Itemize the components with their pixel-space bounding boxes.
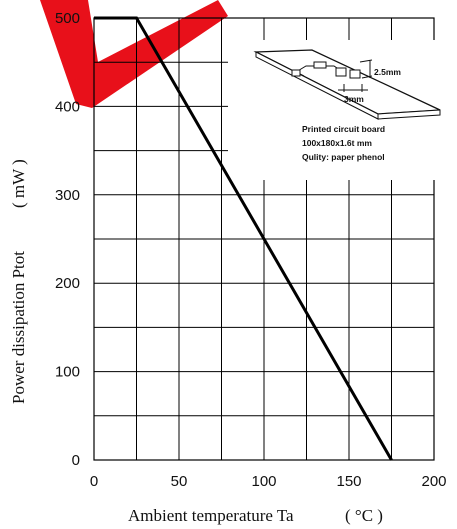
component-body [313,61,327,69]
y-tick-label: 0 [72,452,80,469]
y-axis-title: Power dissipation Ptot [9,251,28,404]
y-tick-label: 400 [55,98,80,115]
y-tick-label: 200 [55,275,80,292]
dimension-length-label: 3mm [344,94,364,104]
inset-caption-line3: Qulity: paper phenol [302,152,385,162]
inset-caption-line1: Printed circuit board [302,124,385,134]
x-tick-labels: 0 50 100 150 200 [90,473,447,490]
x-tick-label: 0 [90,473,98,490]
inset-caption-line2: 100x180x1.6t mm [302,138,372,148]
x-axis-unit: ( °C ) [345,506,383,525]
y-tick-label: 300 [55,187,80,204]
series-line-0 [94,16,393,461]
dimension-width-label: 2.5mm [374,67,401,77]
pad-right-2 [349,69,361,79]
pcb-board-edge-front [377,109,441,120]
series-group [94,16,393,461]
x-tick-label: 200 [421,473,446,490]
plot-frame [93,17,435,461]
x-axis-title: Ambient temperature Ta [128,506,294,525]
y-axis-title-group: Power dissipation Ptot ( mW ) [9,159,28,404]
x-tick-label: 150 [336,473,361,490]
y-axis-unit: ( mW ) [9,159,28,208]
dimension-lines [338,59,373,92]
pcb-inset: 2.5mm 3mm Printed circuit board 100x180x… [228,40,441,180]
x-tick-label: 100 [251,473,276,490]
y-tick-label: 500 [55,10,80,27]
pad-right-1 [335,67,347,77]
red-stamp-mark [40,0,228,108]
y-tick-labels: 0 100 200 300 400 500 [55,10,80,469]
y-tick-label: 100 [55,364,80,381]
plot-border [93,17,435,461]
pad-left [291,69,301,77]
x-tick-label: 50 [171,473,188,490]
